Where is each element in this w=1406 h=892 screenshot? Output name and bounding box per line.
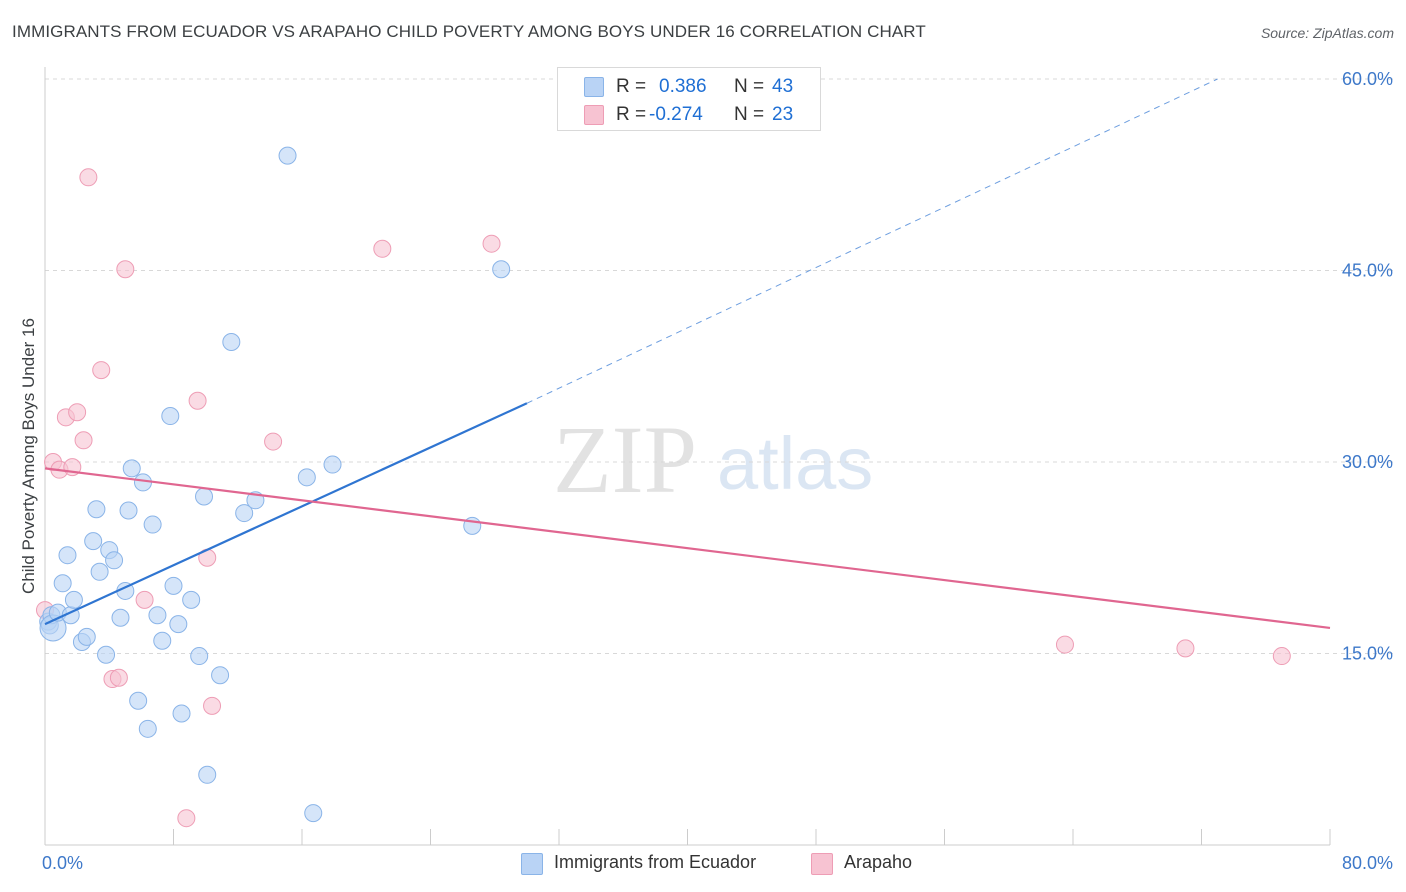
legend-label: Immigrants from Ecuador	[554, 852, 757, 872]
pink-swatch-icon	[584, 105, 604, 125]
arapaho-point[interactable]	[116, 260, 135, 279]
y-tick-label: 45.0%	[1342, 261, 1393, 281]
arapaho-point[interactable]	[68, 403, 87, 422]
r-label: R =	[616, 76, 647, 97]
stats-row-arapaho: R = -0.274 N = 23	[558, 100, 820, 128]
arapaho-point[interactable]	[92, 361, 111, 380]
y-axis-title: Child Poverty Among Boys Under 16	[19, 318, 38, 594]
arapaho-point[interactable]	[79, 168, 98, 187]
ecuador-point[interactable]	[133, 473, 152, 492]
ecuador-point[interactable]	[297, 468, 316, 487]
ecuador-point[interactable]	[119, 501, 138, 520]
stats-box: R = 0.386 N = 43 R = -0.274 N = 23	[557, 67, 821, 131]
ecuador-point[interactable]	[84, 532, 103, 551]
pink-swatch-icon	[811, 853, 833, 875]
r-value: -0.274	[649, 104, 703, 125]
n-label: N =	[734, 76, 765, 97]
arapaho-point[interactable]	[1176, 639, 1195, 658]
arapaho-point[interactable]	[264, 432, 283, 451]
n-value: 43	[772, 76, 794, 97]
ecuador-point[interactable]	[122, 459, 141, 478]
arapaho-point[interactable]	[177, 809, 196, 828]
blue-swatch-icon	[584, 77, 604, 97]
ecuador-point[interactable]	[195, 487, 214, 506]
ecuador-point[interactable]	[87, 500, 106, 519]
arapaho-trend-line	[44, 467, 1331, 630]
x-tick-label: 0.0%	[42, 853, 83, 873]
ecuador-point[interactable]	[138, 719, 157, 738]
ecuador-point[interactable]	[143, 515, 162, 534]
ecuador-point[interactable]	[53, 574, 72, 593]
arapaho-point[interactable]	[188, 391, 207, 410]
ecuador-point[interactable]	[64, 590, 83, 609]
arapaho-point[interactable]	[135, 590, 154, 609]
chart-title: IMMIGRANTS FROM ECUADOR VS ARAPAHO CHILD…	[12, 22, 926, 41]
n-value: 23	[772, 104, 794, 125]
y-tick-label: 15.0%	[1342, 644, 1393, 664]
ecuador-point[interactable]	[153, 631, 172, 650]
ecuador-point[interactable]	[169, 615, 188, 634]
ecuador-point[interactable]	[77, 627, 96, 646]
ecuador-point[interactable]	[304, 804, 323, 823]
y-tick-label: 30.0%	[1342, 452, 1393, 472]
arapaho-point[interactable]	[482, 234, 501, 253]
ecuador-point[interactable]	[222, 332, 241, 351]
ecuador-point[interactable]	[58, 546, 77, 565]
ecuador-point[interactable]	[492, 260, 511, 279]
n-label: N =	[734, 104, 765, 125]
ecuador-point[interactable]	[111, 608, 130, 627]
ecuador-trend-line	[44, 402, 528, 626]
ecuador-point[interactable]	[182, 590, 201, 609]
watermark-atlas: atlas	[717, 422, 873, 505]
blue-swatch-icon	[521, 853, 543, 875]
ecuador-point[interactable]	[90, 562, 109, 581]
ecuador-point[interactable]	[105, 551, 124, 570]
legend: Immigrants from Ecuador Arapaho	[0, 850, 1406, 878]
arapaho-point[interactable]	[203, 696, 222, 715]
ecuador-point[interactable]	[172, 704, 191, 723]
ecuador-point[interactable]	[278, 146, 297, 165]
ecuador-point[interactable]	[190, 647, 209, 666]
arapaho-point[interactable]	[74, 431, 93, 450]
ecuador-point[interactable]	[211, 666, 230, 685]
arapaho-point[interactable]	[109, 668, 128, 687]
arapaho-point[interactable]	[1055, 635, 1074, 654]
ecuador-point[interactable]	[97, 645, 116, 664]
source-label: Source: ZipAtlas.com	[1260, 25, 1394, 41]
ecuador-point[interactable]	[198, 765, 217, 784]
watermark-zip: ZIP	[553, 406, 697, 513]
ecuador-point[interactable]	[164, 576, 183, 595]
stats-row-ecuador: R = 0.386 N = 43	[558, 72, 820, 100]
r-label: R =	[616, 104, 647, 125]
legend-label: Arapaho	[844, 852, 913, 872]
r-value: 0.386	[659, 76, 707, 97]
ecuador-point[interactable]	[323, 455, 342, 474]
x-tick-label: 80.0%	[1342, 853, 1393, 873]
arapaho-point[interactable]	[1272, 647, 1291, 666]
y-tick-label: 60.0%	[1342, 69, 1393, 89]
ecuador-point[interactable]	[148, 606, 167, 625]
ecuador-point[interactable]	[129, 691, 148, 710]
ecuador-point[interactable]	[235, 504, 254, 523]
ecuador-point[interactable]	[161, 407, 180, 426]
arapaho-point[interactable]	[373, 239, 392, 258]
